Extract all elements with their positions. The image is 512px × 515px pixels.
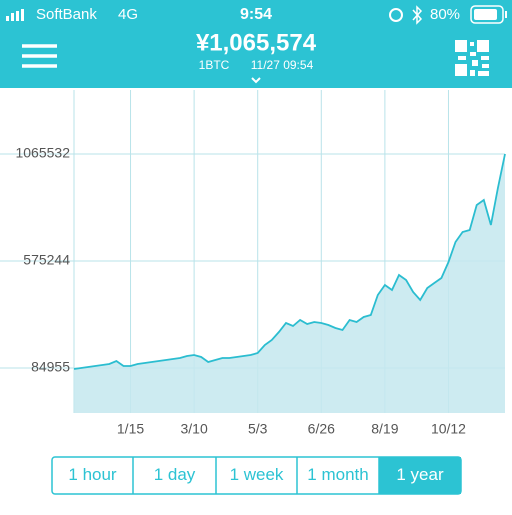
y-tick-label: 84955 [31, 359, 70, 375]
range-button[interactable]: 1 week [230, 465, 284, 484]
signal-icon [6, 9, 24, 21]
x-tick-label: 3/10 [180, 421, 207, 437]
price: ¥1,065,574 [196, 29, 317, 56]
network: 4G [118, 6, 138, 23]
y-tick-label: 1065532 [15, 145, 70, 161]
range-button[interactable]: 1 year [396, 465, 444, 484]
qr-button[interactable] [455, 40, 489, 76]
range-selector: 1 hour 1 day 1 week 1 month 1 year [51, 456, 462, 495]
header-bg [0, 0, 512, 88]
area [74, 154, 505, 413]
x-tick-label: 1/15 [117, 421, 144, 437]
range-button[interactable]: 1 hour [68, 465, 117, 484]
y-tick-label: 575244 [23, 252, 70, 268]
menu-button[interactable] [22, 44, 57, 68]
bluetooth-icon [412, 5, 423, 25]
x-tick-label: 6/26 [308, 421, 335, 437]
range-button[interactable]: 1 month [307, 465, 368, 484]
carrier: SoftBank [36, 6, 97, 23]
x-tick-label: 8/19 [371, 421, 398, 437]
selected-bg [379, 457, 461, 494]
clock: 9:54 [240, 6, 272, 23]
unit: 1BTC [199, 58, 230, 72]
lock-icon [389, 8, 403, 22]
x-tick-label: 5/3 [248, 421, 268, 437]
range-button[interactable]: 1 day [154, 465, 196, 484]
battery-level [474, 9, 497, 20]
timestamp: 11/27 09:54 [251, 58, 314, 72]
chart: 84955 575244 1065532 1/15 3/10 5/3 6/26 8/19 10/… [0, 90, 506, 437]
line [73, 153, 506, 370]
chevron[interactable] [251, 77, 261, 84]
battery-text: 80% [430, 6, 460, 23]
battery-tip [505, 11, 507, 18]
x-tick-label: 10/12 [431, 421, 466, 437]
battery-icon [470, 5, 504, 24]
